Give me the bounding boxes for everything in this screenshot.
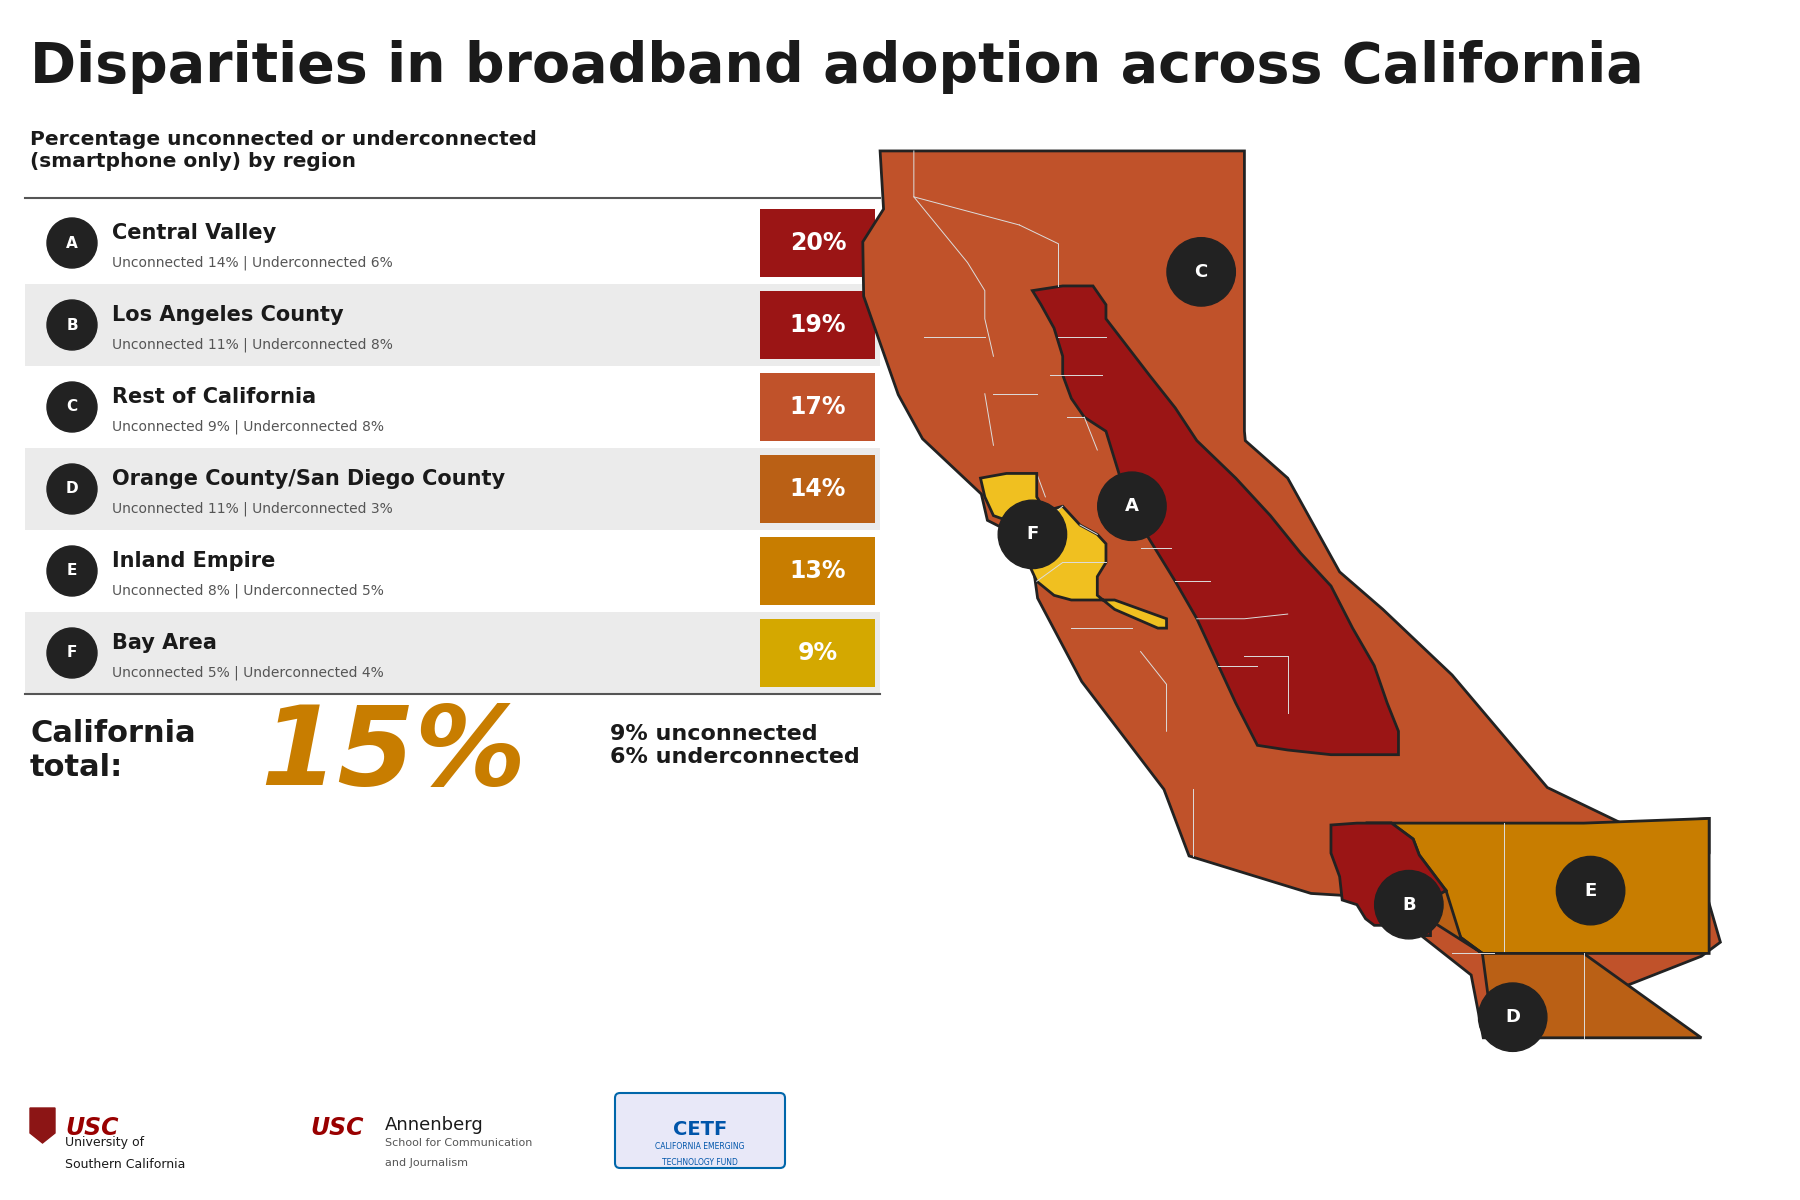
Text: USC: USC	[310, 1116, 364, 1140]
Text: Orange County/San Diego County: Orange County/San Diego County	[112, 469, 506, 488]
Text: B: B	[67, 318, 77, 332]
FancyBboxPatch shape	[760, 290, 875, 359]
FancyBboxPatch shape	[760, 209, 875, 277]
Text: Annenberg: Annenberg	[385, 1116, 484, 1134]
Polygon shape	[31, 1108, 56, 1142]
Text: Unconnected 11% | Underconnected 3%: Unconnected 11% | Underconnected 3%	[112, 502, 392, 516]
Text: Inland Empire: Inland Empire	[112, 551, 275, 571]
Circle shape	[1375, 870, 1444, 938]
Text: and Journalism: and Journalism	[385, 1158, 468, 1168]
Polygon shape	[1413, 890, 1701, 1038]
Text: University of: University of	[65, 1136, 144, 1150]
FancyBboxPatch shape	[25, 612, 880, 694]
Text: A: A	[67, 235, 77, 251]
FancyBboxPatch shape	[25, 448, 880, 530]
Circle shape	[47, 300, 97, 350]
Circle shape	[47, 628, 97, 678]
Circle shape	[999, 500, 1067, 569]
Text: F: F	[67, 646, 77, 660]
Circle shape	[47, 546, 97, 596]
Text: 9% unconnected
6% underconnected: 9% unconnected 6% underconnected	[610, 724, 860, 767]
Text: Rest of California: Rest of California	[112, 386, 317, 407]
Text: C: C	[1195, 263, 1208, 281]
FancyBboxPatch shape	[25, 284, 880, 366]
Text: CALIFORNIA EMERGING: CALIFORNIA EMERGING	[655, 1142, 745, 1151]
Polygon shape	[1033, 286, 1399, 755]
FancyBboxPatch shape	[760, 536, 875, 605]
Text: A: A	[1125, 497, 1139, 515]
FancyBboxPatch shape	[25, 530, 880, 612]
Text: 20%: 20%	[790, 230, 846, 254]
FancyBboxPatch shape	[760, 619, 875, 686]
Text: Southern California: Southern California	[65, 1158, 185, 1171]
Text: D: D	[65, 481, 79, 497]
Text: Unconnected 8% | Underconnected 5%: Unconnected 8% | Underconnected 5%	[112, 583, 383, 599]
FancyBboxPatch shape	[25, 202, 880, 284]
Text: Unconnected 11% | Underconnected 8%: Unconnected 11% | Underconnected 8%	[112, 337, 392, 353]
Text: CETF: CETF	[673, 1120, 727, 1139]
FancyBboxPatch shape	[25, 366, 880, 448]
Circle shape	[47, 218, 97, 268]
Text: B: B	[1402, 895, 1415, 913]
Polygon shape	[1400, 910, 1431, 936]
Text: 9%: 9%	[797, 641, 839, 665]
Text: Bay Area: Bay Area	[112, 634, 216, 653]
Text: D: D	[1505, 1008, 1521, 1026]
Text: 15%: 15%	[259, 701, 526, 808]
FancyBboxPatch shape	[760, 373, 875, 440]
Text: USC: USC	[65, 1116, 119, 1140]
Circle shape	[1557, 857, 1625, 925]
Text: 19%: 19%	[790, 313, 846, 337]
Text: C: C	[67, 400, 77, 414]
Text: Percentage unconnected or underconnected
(smartphone only) by region: Percentage unconnected or underconnected…	[31, 130, 536, 170]
Text: Central Valley: Central Valley	[112, 223, 275, 242]
Text: 17%: 17%	[790, 395, 846, 419]
Text: Disparities in broadband adoption across California: Disparities in broadband adoption across…	[31, 40, 1643, 94]
Polygon shape	[862, 151, 1721, 1038]
Circle shape	[1166, 238, 1235, 306]
Text: 14%: 14%	[790, 476, 846, 500]
Text: E: E	[67, 564, 77, 578]
Text: E: E	[1584, 882, 1597, 900]
Text: Los Angeles County: Los Angeles County	[112, 305, 344, 325]
Polygon shape	[1330, 823, 1445, 925]
Text: TECHNOLOGY FUND: TECHNOLOGY FUND	[662, 1158, 738, 1166]
Polygon shape	[981, 474, 1166, 628]
Text: School for Communication: School for Communication	[385, 1138, 533, 1148]
Circle shape	[1098, 472, 1166, 540]
FancyBboxPatch shape	[760, 455, 875, 523]
Text: Unconnected 14% | Underconnected 6%: Unconnected 14% | Underconnected 6%	[112, 256, 392, 270]
Text: Unconnected 9% | Underconnected 8%: Unconnected 9% | Underconnected 8%	[112, 420, 383, 434]
Circle shape	[1478, 983, 1546, 1051]
Circle shape	[47, 382, 97, 432]
Polygon shape	[1366, 818, 1710, 954]
Text: F: F	[1026, 526, 1039, 544]
Text: 13%: 13%	[790, 559, 846, 583]
Circle shape	[47, 464, 97, 514]
FancyBboxPatch shape	[616, 1093, 785, 1168]
Text: California
total:: California total:	[31, 719, 196, 781]
Text: Unconnected 5% | Underconnected 4%: Unconnected 5% | Underconnected 4%	[112, 666, 383, 680]
